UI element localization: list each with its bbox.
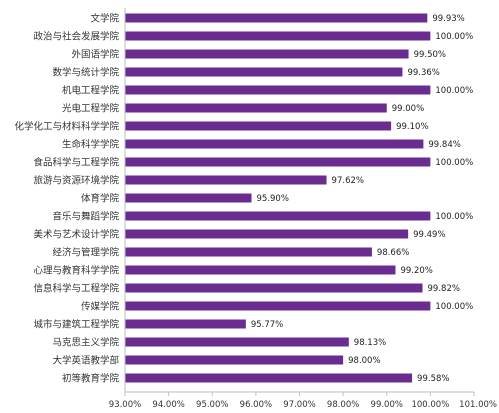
bar [125, 49, 409, 59]
data-label: 97.62% [332, 176, 364, 186]
data-label: 98.00% [348, 356, 380, 366]
data-label: 99.93% [432, 14, 464, 24]
data-label: 95.90% [257, 194, 289, 204]
bar [125, 337, 349, 347]
bar [125, 247, 372, 257]
data-label: 99.10% [396, 122, 428, 132]
data-label: 100.00% [435, 86, 473, 96]
x-tick-label: 98.00% [327, 400, 359, 410]
category-label: 大学英语教学部 [52, 355, 119, 367]
bar [125, 319, 246, 329]
category-label: 城市与建筑工程学院 [33, 319, 119, 331]
bar [125, 229, 409, 239]
data-label: 100.00% [435, 302, 473, 312]
category-label: 音乐与舞蹈学院 [52, 211, 119, 223]
x-tick-label: 99.00% [371, 400, 403, 410]
category-label: 生命科学学院 [62, 139, 120, 151]
data-label: 99.58% [417, 374, 449, 384]
bar [125, 157, 431, 167]
x-tick-label: 93.00% [109, 400, 141, 410]
category-label: 数学与统计学院 [52, 67, 119, 79]
data-label: 98.13% [354, 338, 386, 348]
bar [125, 13, 428, 23]
data-label: 99.49% [413, 230, 445, 240]
data-label: 99.00% [392, 104, 424, 114]
category-label: 经济与管理学院 [52, 247, 119, 259]
data-label: 99.84% [428, 140, 460, 150]
bar [125, 301, 431, 311]
bar [125, 139, 424, 149]
category-label: 外国语学院 [71, 49, 119, 61]
category-label: 初等教育学院 [62, 373, 120, 385]
bar [125, 193, 252, 203]
category-label: 旅游与资源环境学院 [33, 175, 119, 187]
bar [125, 283, 423, 293]
data-label: 95.77% [251, 320, 283, 330]
x-tick-label: 97.00% [283, 400, 315, 410]
category-label: 心理与教育科学学院 [33, 265, 119, 277]
data-label: 100.00% [435, 32, 473, 42]
bar [125, 31, 431, 41]
x-axis-ticks: 93.00% 94.00% 95.00% 96.00% 97.00% 98.00% 99.0… [109, 392, 497, 410]
bar [125, 355, 344, 365]
bar [125, 121, 392, 131]
category-label: 传媒学院 [81, 301, 120, 313]
data-label: 99.36% [407, 68, 439, 78]
category-label: 马克思主义学院 [52, 337, 119, 349]
category-label: 光电工程学院 [62, 103, 120, 115]
category-label: 美术与艺术设计学院 [33, 229, 119, 241]
data-label: 98.66% [377, 248, 409, 258]
bars-layer [125, 13, 431, 383]
category-labels: 文学院政治与社会发展学院外国语学院数学与统计学院机电工程学院光电工程学院化学化工… [14, 13, 119, 385]
x-tick-label: 100.00% [411, 400, 449, 410]
category-label: 政治与社会发展学院 [33, 31, 119, 43]
bar [125, 373, 413, 383]
data-label: 100.00% [435, 212, 473, 222]
bar [125, 67, 403, 77]
data-label: 99.82% [428, 284, 460, 294]
bar [125, 265, 396, 275]
category-label: 化学化工与材料科学学院 [14, 121, 119, 133]
x-tick-label: 101.00% [459, 400, 497, 410]
data-label: 99.50% [414, 50, 446, 60]
x-tick-label: 96.00% [240, 400, 272, 410]
value-labels: 99.93% 100.00% 99.50% 99.36% 100.00% 99.00% 99… [251, 14, 473, 384]
category-label: 体育学院 [81, 193, 120, 205]
category-label: 食品科学与工程学院 [33, 157, 119, 169]
bar [125, 211, 431, 221]
category-label: 机电工程学院 [62, 85, 120, 97]
x-tick-label: 95.00% [196, 400, 228, 410]
data-label: 100.00% [435, 158, 473, 168]
bar [125, 103, 387, 113]
x-tick-label: 94.00% [152, 400, 184, 410]
category-label: 文学院 [90, 13, 119, 25]
category-label: 信息科学与工程学院 [33, 283, 119, 295]
data-label: 99.20% [400, 266, 432, 276]
bar [125, 85, 431, 95]
bar [125, 175, 327, 185]
